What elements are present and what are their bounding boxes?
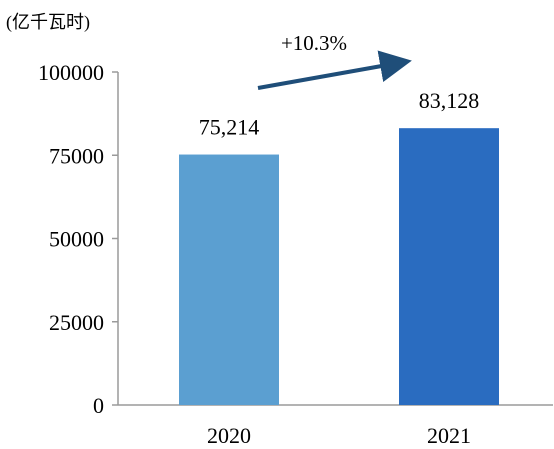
y-tick-label: 75000: [49, 143, 104, 168]
y-tick-label: 100000: [38, 60, 104, 85]
bars-group: 75,214 83,128: [179, 88, 499, 405]
data-label-2021: 83,128: [419, 88, 480, 113]
y-axis-ticks: 0 25000 50000 75000 100000: [38, 60, 118, 418]
x-tick-label: 2020: [207, 423, 251, 448]
data-label-2020: 75,214: [199, 115, 260, 140]
growth-label: +10.3%: [281, 31, 347, 55]
bar-2020: [179, 154, 279, 405]
bar-2021: [399, 128, 499, 405]
y-tick-label: 0: [93, 393, 104, 418]
unit-label: (亿千瓦时): [6, 12, 90, 33]
y-tick-label: 25000: [49, 310, 104, 335]
x-tick-label: 2021: [427, 423, 471, 448]
growth-arrow: [257, 50, 412, 90]
x-axis-labels: 2020 2021: [207, 423, 471, 448]
y-tick-label: 50000: [49, 227, 104, 252]
